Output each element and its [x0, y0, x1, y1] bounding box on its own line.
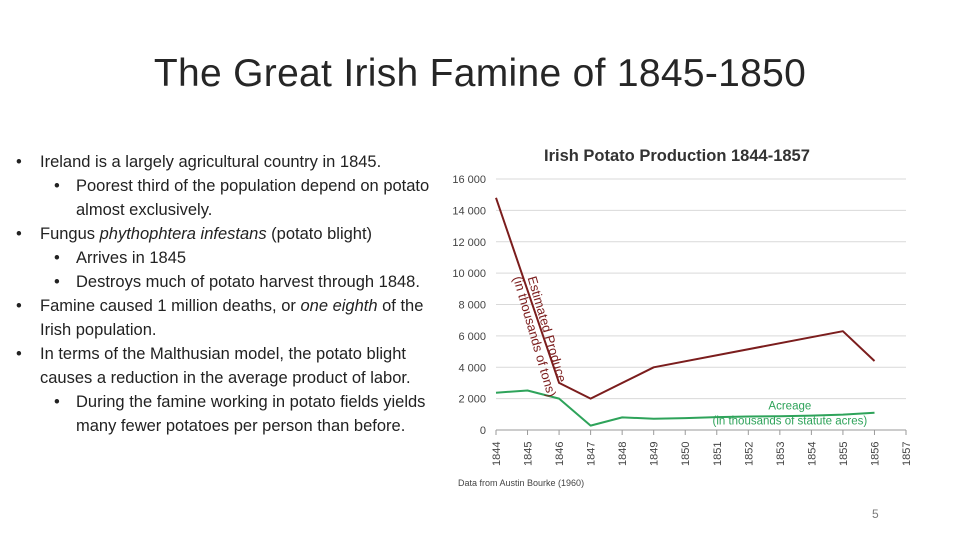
x-tick-label: 1845	[523, 442, 535, 466]
y-tick-label: 0	[480, 425, 486, 437]
x-tick-label: 1847	[586, 442, 598, 466]
chart-title: Irish Potato Production 1844-1857	[544, 147, 810, 165]
bullet-text: Arrives in 1845	[76, 249, 187, 267]
y-tick-label: 8 000	[458, 300, 486, 312]
bullet-text: Ireland is a largely agricultural countr…	[40, 153, 382, 171]
bullet-text: In terms of the Malthusian model, the po…	[40, 345, 411, 387]
produce-series-label: Estimated Produce(in thousands of tons)	[510, 274, 570, 398]
bullet-text: Fungus	[40, 225, 100, 243]
potato-production-chart: Irish Potato Production 1844-1857 0 2 000 4…	[440, 140, 920, 500]
x-tick-label: 1855	[838, 442, 850, 466]
bullet-text: one eighth	[300, 297, 378, 315]
bullet-text: (potato blight)	[266, 225, 373, 243]
bullet-dot-icon: •	[54, 393, 60, 411]
y-tick-label: 16 000	[452, 174, 486, 186]
bullet-dot-icon: •	[54, 177, 60, 195]
x-tick-label: 1852	[743, 442, 755, 466]
series-line-produce	[495, 197, 876, 400]
acreage-label-line: Acreage	[768, 401, 811, 413]
sub-bullet-item: • Arrives in 1845	[14, 246, 442, 270]
bullet-items: • Ireland is a largely agricultural count…	[14, 150, 442, 438]
x-tick-label: 1849	[649, 442, 661, 466]
bullet-item: • In terms of the Malthusian model, the p…	[14, 342, 442, 390]
sub-bullet-item: • Destroys much of potato harvest through…	[14, 270, 442, 294]
chart-svg: Irish Potato Production 1844-1857 0 2 000 4…	[452, 147, 913, 488]
x-tick-label: 1848	[617, 442, 629, 466]
x-tick-label: 1844	[491, 442, 503, 466]
y-tick-label: 6 000	[458, 331, 486, 343]
bullet-item: • Ireland is a largely agricultural count…	[14, 150, 442, 174]
bullet-dot-icon: •	[54, 249, 60, 267]
chart-source-note: Data from Austin Bourke (1960)	[458, 478, 584, 488]
y-tick-label: 10 000	[452, 268, 486, 280]
bullet-text: of the Irish population.	[40, 297, 424, 339]
slide-title: The Great Irish Famine of 1845-1850	[153, 52, 807, 95]
bullet-text: Destroys much of potato harvest through …	[76, 273, 420, 291]
bullet-text: Famine caused 1 million deaths, or	[40, 297, 301, 315]
x-tick-label: 1846	[554, 442, 566, 466]
y-tick-label: 12 000	[452, 237, 486, 249]
bullet-text: Poorest third of the population depend o…	[76, 177, 430, 219]
bullet-dot-icon: •	[16, 297, 22, 315]
x-tick-label: 1850	[680, 442, 692, 466]
bullet-dot-icon: •	[16, 345, 22, 363]
y-tick-label: 4 000	[458, 362, 486, 374]
bullet-text: During the famine working in potato fiel…	[76, 393, 426, 435]
y-tick-label: 2 000	[458, 394, 486, 406]
sub-bullet-item: • Poorest third of the population depend …	[14, 174, 442, 222]
x-tick-label: 1854	[806, 442, 818, 466]
bullet-item: • Famine caused 1 million deaths, or one …	[14, 294, 442, 342]
bullet-list: • Ireland is a largely agricultural count…	[14, 150, 442, 438]
page-number: 5	[872, 507, 879, 521]
x-tick-label: 1853	[775, 442, 787, 466]
bullet-dot-icon: •	[54, 273, 60, 291]
x-tick-label: 1851	[712, 442, 724, 466]
bullet-dot-icon: •	[16, 225, 22, 243]
bullet-text: phythophtera infestans	[99, 225, 267, 243]
x-tick-label: 1857	[901, 442, 913, 466]
y-tick-label: 14 000	[452, 205, 486, 217]
sub-bullet-item: • During the famine working in potato fie…	[14, 390, 442, 438]
bullet-item: • Fungus phythophtera infestans (potato b…	[14, 222, 442, 246]
x-tick-label: 1856	[869, 442, 881, 466]
acreage-label-line: (in thousands of statute acres)	[712, 416, 867, 428]
bullet-dot-icon: •	[16, 153, 22, 171]
